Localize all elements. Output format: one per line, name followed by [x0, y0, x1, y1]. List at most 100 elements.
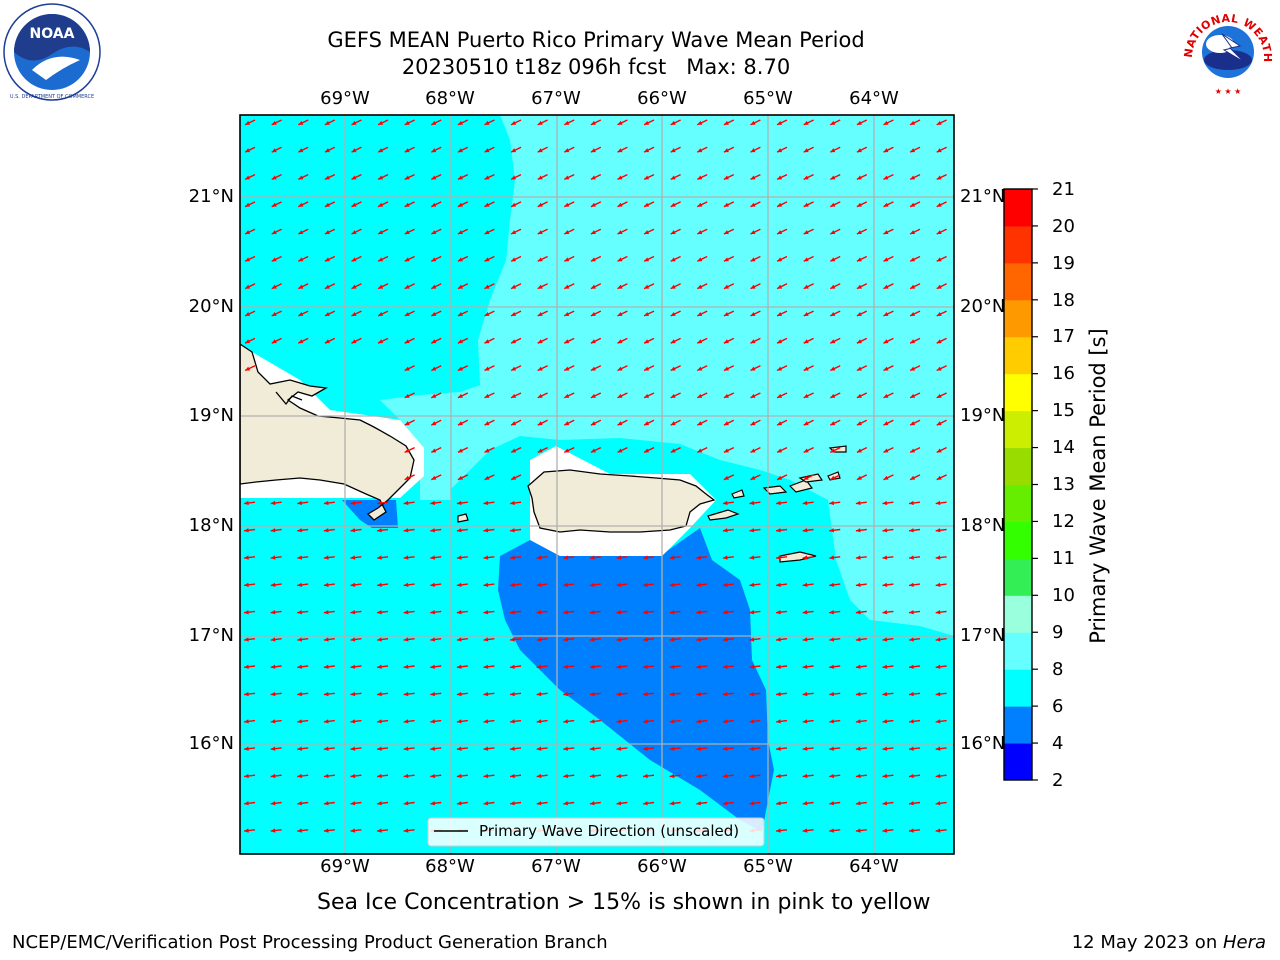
- wave-direction-arrow: [590, 419, 602, 426]
- wave-direction-arrow: [563, 173, 575, 181]
- wave-direction-arrow: [590, 392, 602, 399]
- wave-direction-arrow: [908, 746, 921, 751]
- wave-direction-arrow: [297, 310, 309, 317]
- wave-direction-arrow: [802, 773, 814, 779]
- wave-direction-arrow: [271, 337, 282, 344]
- wave-direction-arrow: [936, 365, 947, 372]
- wave-direction-arrow: [590, 146, 602, 153]
- wave-direction-arrow: [696, 691, 708, 697]
- wave-direction-arrow: [696, 365, 708, 372]
- wave-direction-arrow: [324, 173, 336, 181]
- wave-direction-arrow: [563, 719, 575, 724]
- wave-direction-arrow: [537, 119, 548, 126]
- wave-direction-arrow: [696, 610, 708, 615]
- wave-direction-arrow: [589, 582, 601, 588]
- noaa-logo: NOAA U.S. DEPARTMENT OF COMMERCE: [3, 3, 101, 101]
- wave-direction-arrow: [803, 119, 814, 126]
- wave-direction-arrow: [775, 773, 788, 779]
- wave-direction-arrow: [750, 365, 761, 372]
- wave-direction-arrow: [430, 474, 442, 481]
- wave-direction-arrow: [829, 582, 841, 588]
- wave-direction-arrow: [537, 365, 548, 372]
- wave-direction-arrow: [855, 801, 867, 806]
- wave-direction-arrow: [696, 119, 708, 126]
- wave-direction-arrow: [750, 201, 761, 208]
- wave-direction-arrow: [563, 582, 575, 588]
- wave-direction-arrow: [350, 773, 362, 779]
- wave-direction-arrow: [376, 746, 389, 751]
- land-hispaniola: [240, 343, 415, 521]
- wave-direction-arrow: [775, 555, 788, 560]
- wave-direction-arrow: [776, 255, 788, 262]
- wave-direction-arrow: [803, 337, 814, 344]
- colorbar-segment: [1004, 189, 1032, 227]
- wave-direction-arrow: [616, 773, 628, 779]
- colorbar-tick: 6: [1052, 696, 1064, 717]
- wave-direction-arrow: [297, 173, 309, 181]
- wave-direction-arrow: [456, 664, 468, 669]
- wave-direction-arrow: [723, 119, 735, 126]
- wave-direction-arrow: [750, 146, 761, 153]
- wave-direction-arrow: [351, 201, 362, 208]
- wave-direction-arrow: [376, 719, 389, 724]
- wave-direction-arrow: [749, 528, 761, 533]
- wave-direction-arrow: [430, 365, 442, 372]
- wave-direction-arrow: [483, 500, 495, 506]
- nws-logo: NATIONAL WEATHER SERVICE ★ ★ ★: [1178, 0, 1274, 96]
- wave-direction-arrow: [722, 528, 734, 533]
- wave-direction-arrow: [351, 255, 362, 262]
- wave-direction-arrow: [243, 773, 256, 779]
- wave-direction-arrow: [616, 610, 628, 615]
- wave-direction-arrow: [696, 746, 708, 751]
- wave-direction-arrow: [590, 446, 602, 454]
- wave-direction-arrow: [456, 691, 468, 697]
- wave-direction-arrow: [935, 555, 947, 560]
- wave-direction-arrow: [270, 664, 282, 669]
- wave-direction-arrow: [376, 801, 389, 806]
- wave-direction-arrow: [643, 201, 655, 208]
- wave-direction-arrow: [696, 337, 708, 344]
- wave-direction-arrow: [563, 746, 575, 751]
- wave-direction-arrow: [509, 691, 522, 697]
- lat-label-left: 21°N: [188, 186, 234, 207]
- wave-direction-arrow: [484, 365, 495, 372]
- wave-direction-arrow: [935, 664, 947, 669]
- wave-direction-arrow: [404, 173, 415, 181]
- wave-direction-arrow: [376, 691, 389, 697]
- lat-label-left: 18°N: [188, 515, 234, 536]
- wave-direction-arrow: [669, 582, 681, 588]
- wave-direction-arrow: [776, 365, 788, 372]
- wave-direction-arrow: [537, 419, 548, 426]
- wave-direction-arrow: [563, 337, 575, 344]
- wave-direction-arrow: [936, 337, 947, 344]
- wave-direction-arrow: [271, 201, 282, 208]
- wave-direction-arrow: [270, 528, 282, 533]
- wave-direction-arrow: [829, 773, 841, 779]
- wave-direction-arrow: [457, 310, 469, 317]
- wave-direction-arrow: [802, 555, 814, 560]
- lat-label-right: 20°N: [960, 296, 1006, 317]
- wave-direction-arrow: [642, 801, 655, 806]
- wave-direction-arrow: [509, 610, 522, 615]
- colorbar-tick: 15: [1052, 400, 1075, 421]
- wave-direction-arrow: [510, 201, 522, 208]
- wave-direction-arrow: [670, 283, 681, 290]
- wave-direction-arrow: [510, 446, 522, 454]
- sea-ice-note: Sea Ice Concentration > 15% is shown in …: [317, 890, 931, 915]
- wave-direction-arrow: [456, 528, 468, 533]
- lat-label-left: 16°N: [188, 733, 234, 754]
- wave-direction-arrow: [829, 146, 841, 153]
- colorbar-segment: [1004, 262, 1032, 301]
- wave-direction-arrow: [935, 719, 947, 724]
- wave-direction-arrow: [404, 283, 415, 290]
- wave-direction-arrow: [882, 746, 894, 751]
- wave-direction-arrow: [563, 801, 575, 806]
- wave-direction-arrow: [617, 310, 628, 317]
- wave-direction-arrow: [563, 691, 575, 697]
- wave-direction-arrow: [642, 719, 655, 724]
- colorbar-segment: [1004, 336, 1032, 375]
- wave-direction-arrow: [350, 528, 362, 533]
- wave-direction-arrow: [563, 555, 575, 560]
- wave-direction-arrow: [936, 201, 947, 208]
- wave-direction-arrow: [324, 146, 336, 153]
